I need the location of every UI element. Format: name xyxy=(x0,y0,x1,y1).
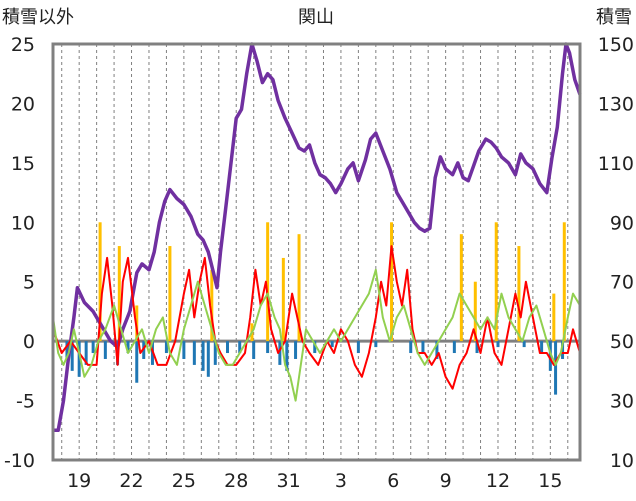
bar-mark xyxy=(164,341,168,354)
bar-mark xyxy=(561,341,565,359)
bar-mark xyxy=(517,246,521,342)
left-tick-label: 20 xyxy=(11,93,35,115)
bar-mark xyxy=(84,341,88,365)
bar-mark xyxy=(70,341,74,371)
bar-mark xyxy=(548,341,552,371)
bar-mark xyxy=(473,281,477,342)
x-tick-label: 19 xyxy=(67,470,91,492)
bar-mark xyxy=(182,341,186,359)
bar-mark xyxy=(238,341,242,354)
x-tick-label: 12 xyxy=(486,470,510,492)
left-tick-label: 10 xyxy=(11,212,35,234)
bar-mark xyxy=(554,341,558,395)
bar-mark xyxy=(452,341,456,354)
bar-mark xyxy=(135,341,139,383)
bar-mark xyxy=(435,341,439,359)
bar-mark xyxy=(421,341,425,354)
bar-mark xyxy=(65,341,69,359)
bar-mark xyxy=(168,246,172,342)
right-tick-label: 50 xyxy=(610,331,634,353)
bar-mark xyxy=(294,341,298,359)
bar-mark xyxy=(540,341,544,354)
right-tick-label: 150 xyxy=(598,34,634,56)
bar-mark xyxy=(552,293,556,342)
x-tick-label: 9 xyxy=(440,470,452,492)
bar-mark xyxy=(213,341,217,365)
bar-mark xyxy=(252,341,256,359)
right-tick-label: 30 xyxy=(610,391,634,413)
bar-mark xyxy=(266,222,270,342)
line-series xyxy=(52,42,582,433)
bar-mark xyxy=(562,222,566,342)
left-tick-label: 5 xyxy=(23,272,35,294)
bar-series xyxy=(65,222,566,395)
plot-frame xyxy=(51,42,582,462)
x-tick-label: 3 xyxy=(335,470,347,492)
bar-mark xyxy=(210,269,214,342)
right-tick-label: 90 xyxy=(610,212,634,234)
right-axis-label: 積雪 xyxy=(596,7,632,28)
bar-mark xyxy=(390,222,394,342)
bar-mark xyxy=(313,341,317,354)
bar-mark xyxy=(266,341,270,354)
x-tick-label: 22 xyxy=(119,470,143,492)
left-tick-label: 25 xyxy=(11,34,35,56)
right-tick-label: 70 xyxy=(610,272,634,294)
bar-mark xyxy=(496,341,500,348)
x-tick-label: 6 xyxy=(387,470,399,492)
bar-mark xyxy=(297,234,301,342)
bar-mark xyxy=(459,234,463,342)
x-tick-label: 28 xyxy=(224,470,248,492)
bar-mark xyxy=(91,341,95,354)
bar-mark xyxy=(142,341,146,359)
bar-mark xyxy=(475,341,479,354)
right-tick-label: 10 xyxy=(610,450,634,472)
bar-mark xyxy=(278,341,282,365)
bar-mark xyxy=(409,341,413,354)
left-axis-label: 積雪以外 xyxy=(2,7,74,28)
bar-mark xyxy=(285,341,289,371)
grid-lines xyxy=(61,44,569,460)
bar-mark xyxy=(522,341,526,348)
bar-mark xyxy=(192,341,196,365)
right-tick-label: 110 xyxy=(598,153,634,175)
bar-mark xyxy=(494,222,498,342)
x-tick-label: 31 xyxy=(276,470,300,492)
left-tick-label: -10 xyxy=(4,450,35,472)
right-tick-label: 130 xyxy=(598,93,634,115)
series-line-0 xyxy=(53,42,582,433)
bar-mark xyxy=(374,341,378,348)
bar-mark xyxy=(77,341,81,377)
x-tick-label: 25 xyxy=(172,470,196,492)
bar-mark xyxy=(126,341,130,354)
left-tick-label: 15 xyxy=(11,153,35,175)
left-tick-label: -5 xyxy=(16,391,35,413)
x-tick-label: 15 xyxy=(538,470,562,492)
left-tick-label: 0 xyxy=(23,331,35,353)
bar-mark xyxy=(206,341,210,377)
bar-mark xyxy=(201,341,205,371)
bar-mark xyxy=(281,257,285,342)
chart-title: 関山 xyxy=(298,7,334,28)
bar-mark xyxy=(330,341,334,348)
series-line-1 xyxy=(52,245,581,390)
bar-mark xyxy=(98,222,102,342)
bar-mark xyxy=(117,246,121,342)
bar-mark xyxy=(356,341,360,354)
bar-mark xyxy=(103,341,107,359)
series-line-2 xyxy=(52,268,581,402)
bar-mark xyxy=(226,341,230,354)
